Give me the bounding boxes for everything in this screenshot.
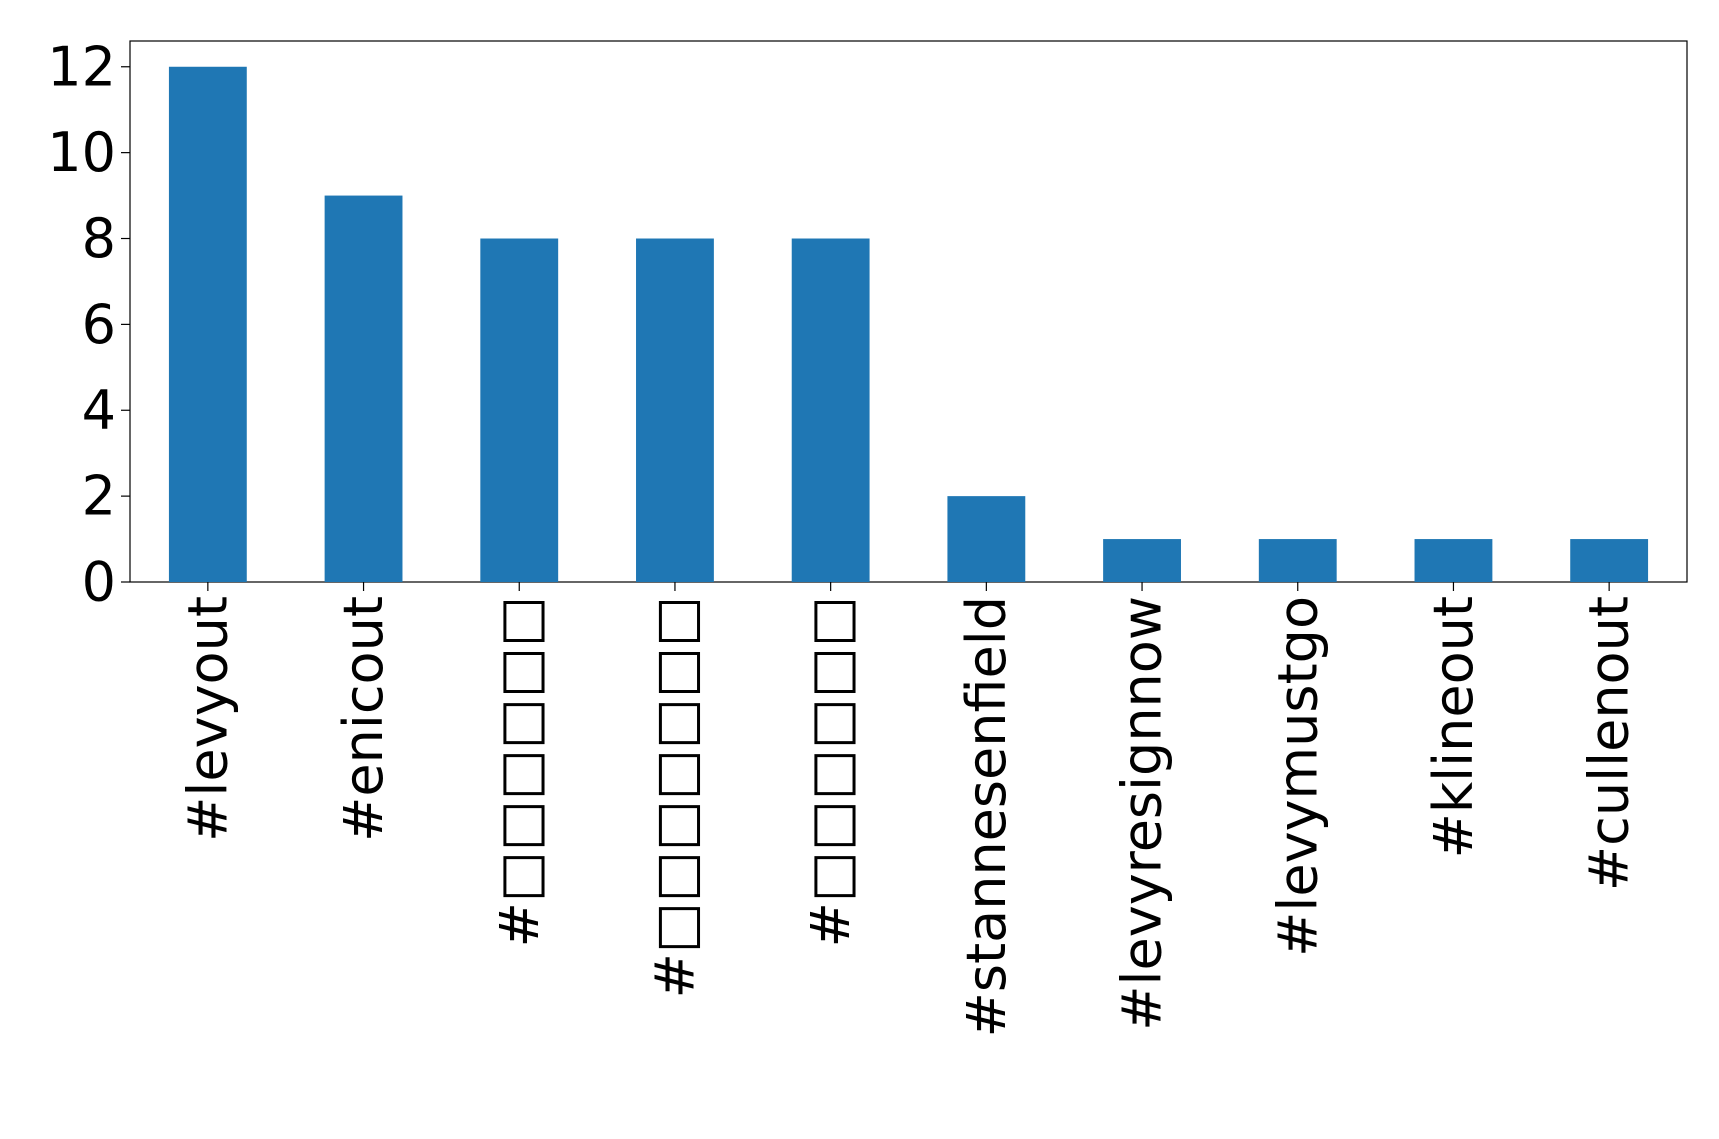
y-tick-label: 2 — [82, 465, 116, 528]
bar — [1414, 539, 1493, 582]
x-tick-label: #stannesenfield — [955, 596, 1018, 1037]
x-tick-label: #□□□□□□ — [799, 596, 862, 947]
y-tick-label: 4 — [82, 379, 116, 442]
y-tick-label: 12 — [47, 35, 116, 98]
bar — [480, 238, 559, 582]
x-tick-label: #□□□□□□ — [488, 596, 551, 947]
x-tick-label: #levymustgo — [1266, 596, 1329, 957]
y-tick-label: 10 — [47, 121, 116, 184]
bar — [947, 496, 1026, 582]
y-tick-label: 0 — [82, 551, 116, 614]
plot-frame — [129, 40, 1688, 583]
bar — [168, 66, 247, 582]
x-tick-label: #levyresignnow — [1111, 596, 1174, 1031]
bar — [636, 238, 714, 582]
bar — [1103, 539, 1181, 582]
bar — [791, 238, 870, 582]
x-tick-label: #□□□□□□□ — [643, 596, 706, 998]
x-tick-label: #klineout — [1422, 596, 1485, 858]
y-tick-label: 6 — [82, 293, 116, 356]
bar — [1570, 539, 1649, 582]
x-tick-label: #enicout — [332, 596, 395, 842]
bar — [324, 195, 403, 583]
bar — [1258, 539, 1337, 582]
y-tick-label: 8 — [82, 207, 116, 270]
x-tick-label: #cullenout — [1578, 596, 1641, 891]
x-tick-label: #levyout — [176, 596, 239, 842]
